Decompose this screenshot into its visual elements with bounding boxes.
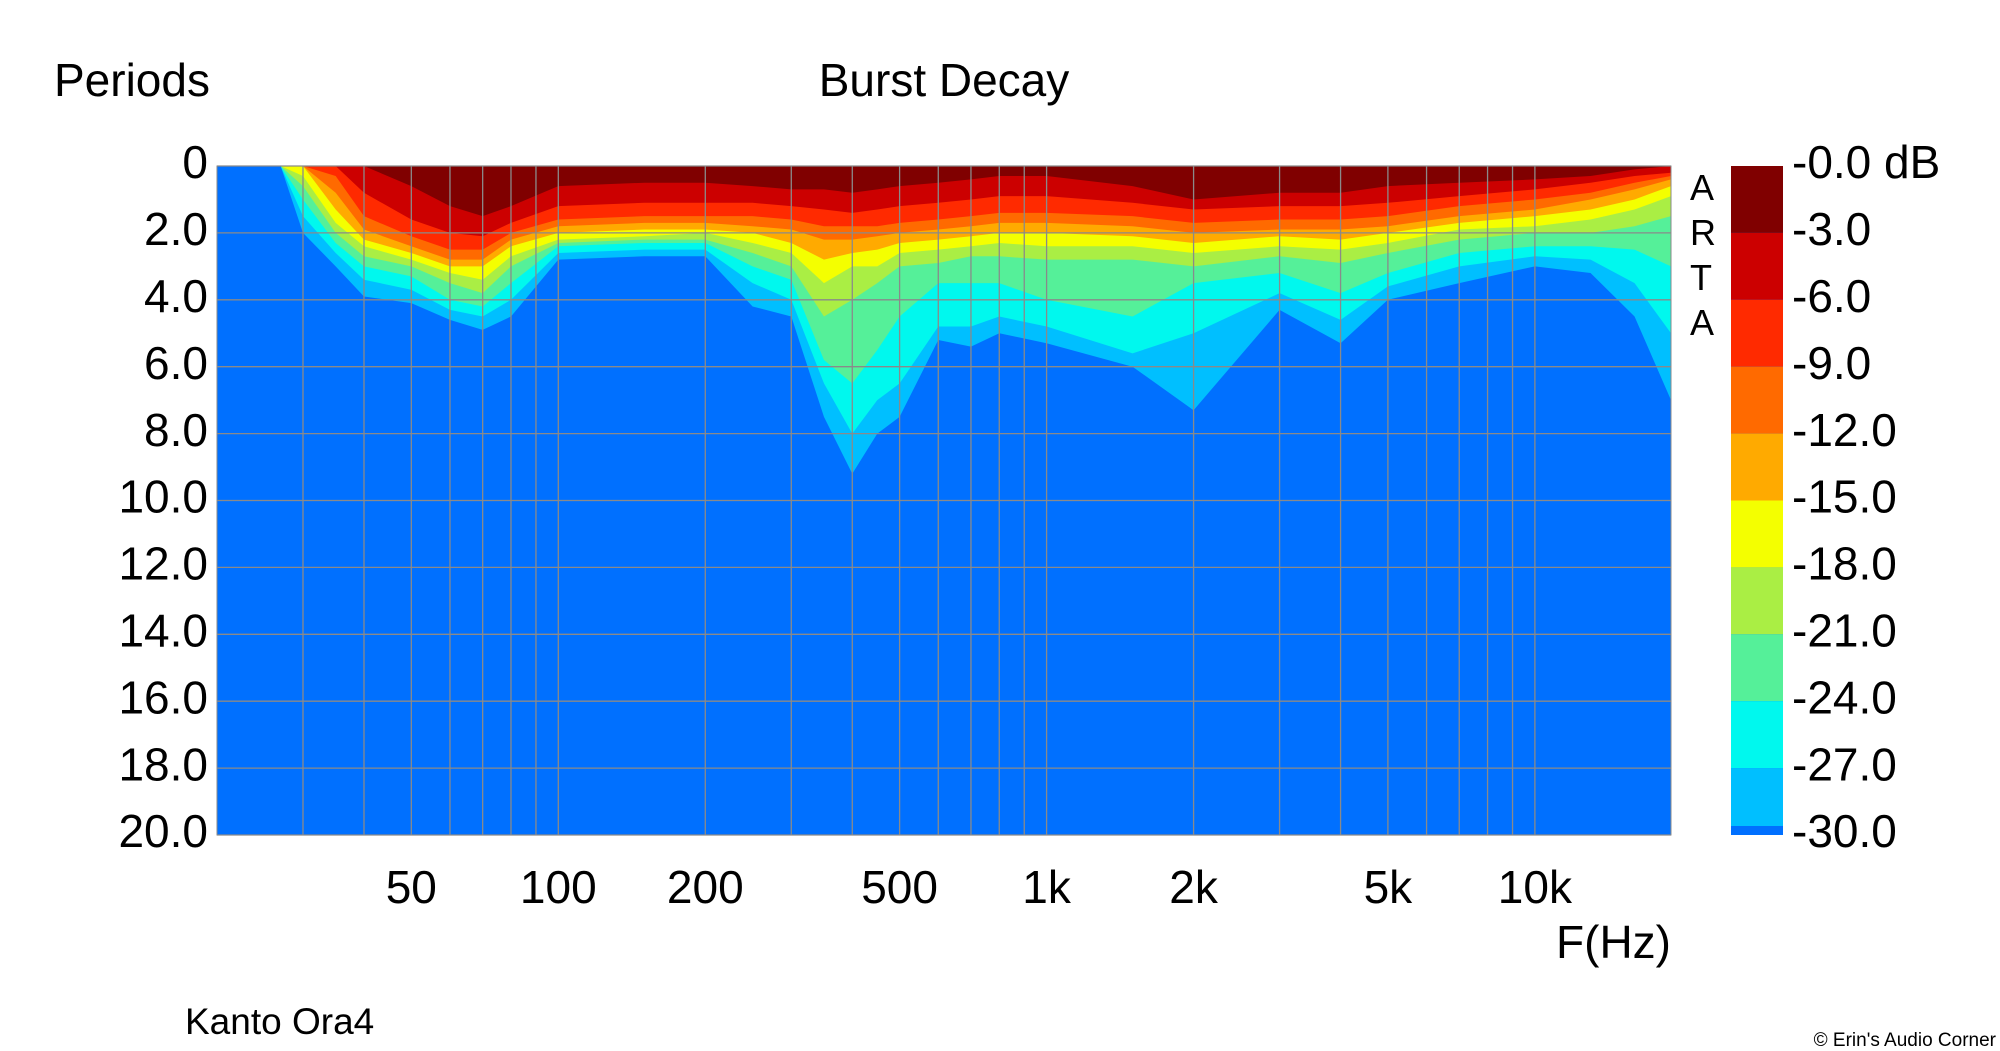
x-tick-label: 10k xyxy=(1498,861,1573,913)
y-axis-label: Periods xyxy=(54,54,210,106)
colorbar-label: -30.0 xyxy=(1792,805,1897,857)
colorbar-label: -21.0 xyxy=(1792,604,1897,656)
colorbar-band xyxy=(1731,701,1783,769)
colorbar-band xyxy=(1731,299,1783,367)
colorbar-band xyxy=(1731,768,1783,826)
y-tick-label: 10.0 xyxy=(118,471,208,523)
y-tick-label: 6.0 xyxy=(144,337,208,389)
x-tick-label: 100 xyxy=(520,861,597,913)
decay-area xyxy=(217,166,1671,217)
colorbar-label: -24.0 xyxy=(1792,671,1897,723)
colorbar-label: -18.0 xyxy=(1792,538,1897,590)
colorbar-label: -0.0 dB xyxy=(1792,136,1940,188)
x-tick-label: 1k xyxy=(1022,861,1072,913)
y-tick-label: 4.0 xyxy=(144,270,208,322)
x-tick-label: 2k xyxy=(1169,861,1219,913)
x-tick-label: 5k xyxy=(1364,861,1414,913)
colorbar-band xyxy=(1731,567,1783,635)
y-tick-label: 2.0 xyxy=(144,203,208,255)
colorbar-label: -9.0 xyxy=(1792,337,1871,389)
plot-frame xyxy=(216,165,1672,836)
x-tick-label: 200 xyxy=(667,861,744,913)
x-tick-label: 50 xyxy=(386,861,437,913)
colorbar-label: -6.0 xyxy=(1792,270,1871,322)
x-axis-label: F(Hz) xyxy=(1556,916,1671,968)
credit: © Erin's Audio Corner xyxy=(1814,1030,1997,1051)
y-tick-label: 20.0 xyxy=(118,805,208,857)
y-tick-label: 12.0 xyxy=(118,538,208,590)
colorbar-band xyxy=(1731,232,1783,300)
y-tick-label: 16.0 xyxy=(118,671,208,723)
x-tick-label: 500 xyxy=(861,861,938,913)
chart-title: Burst Decay xyxy=(819,54,1070,106)
colorbar-band xyxy=(1731,166,1783,233)
colorbar-label: -3.0 xyxy=(1792,203,1871,255)
y-tick-label: 14.0 xyxy=(118,604,208,656)
caption: Kanto Ora4 xyxy=(185,1001,374,1042)
colorbar-band xyxy=(1731,433,1783,501)
y-tick-label: 18.0 xyxy=(118,738,208,790)
colorbar-band xyxy=(1731,634,1783,702)
colorbar-label: -12.0 xyxy=(1792,404,1897,456)
colorbar-band xyxy=(1731,500,1783,568)
y-tick-label: 8.0 xyxy=(144,404,208,456)
colorbar-label: -15.0 xyxy=(1792,471,1897,523)
colorbar-label: -27.0 xyxy=(1792,738,1897,790)
y-tick-label: 0 xyxy=(182,136,208,188)
colorbar-band xyxy=(1731,366,1783,434)
